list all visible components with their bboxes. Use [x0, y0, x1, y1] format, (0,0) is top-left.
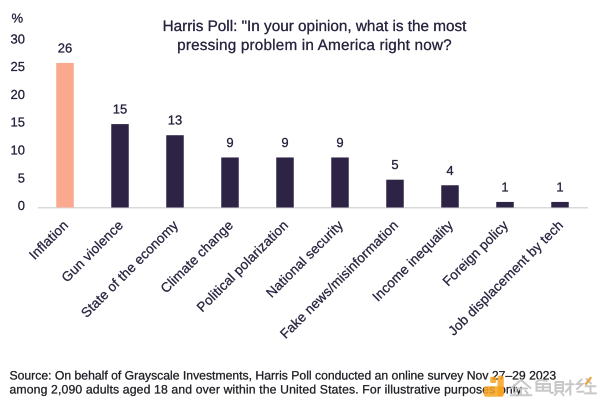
- svg-text:among 2,090 adults aged 18 and: among 2,090 adults aged 18 and over with…: [10, 382, 523, 396]
- svg-text:5: 5: [18, 170, 25, 185]
- svg-text:30: 30: [11, 31, 25, 46]
- svg-text:26: 26: [58, 40, 72, 55]
- svg-text:25: 25: [11, 59, 25, 74]
- svg-text:5: 5: [391, 157, 398, 172]
- svg-text:%: %: [11, 11, 23, 26]
- svg-text:9: 9: [281, 135, 288, 150]
- svg-text:10: 10: [11, 143, 25, 158]
- svg-text:13: 13: [168, 113, 182, 128]
- svg-text:1: 1: [556, 179, 563, 194]
- svg-text:Source: On behalf of Grayscale: Source: On behalf of Grayscale Investmen…: [10, 369, 557, 383]
- svg-text:9: 9: [226, 135, 233, 150]
- svg-text:Harris Poll: "In your opinion,: Harris Poll: "In your opinion, what is t…: [163, 18, 468, 35]
- svg-text:20: 20: [11, 87, 25, 102]
- svg-text:9: 9: [336, 135, 343, 150]
- svg-text:0: 0: [18, 198, 25, 213]
- svg-text:pressing problem in America ri: pressing problem in America right now?: [177, 37, 452, 54]
- svg-text:15: 15: [11, 115, 25, 130]
- svg-text:4: 4: [446, 163, 453, 178]
- svg-text:1: 1: [501, 179, 508, 194]
- svg-text:15: 15: [113, 102, 127, 117]
